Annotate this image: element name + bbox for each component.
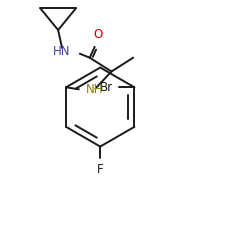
Text: F: F — [97, 163, 104, 176]
Text: O: O — [93, 29, 102, 41]
Text: NH: NH — [86, 83, 103, 96]
Text: HN: HN — [52, 45, 70, 58]
Text: Br: Br — [100, 81, 113, 94]
